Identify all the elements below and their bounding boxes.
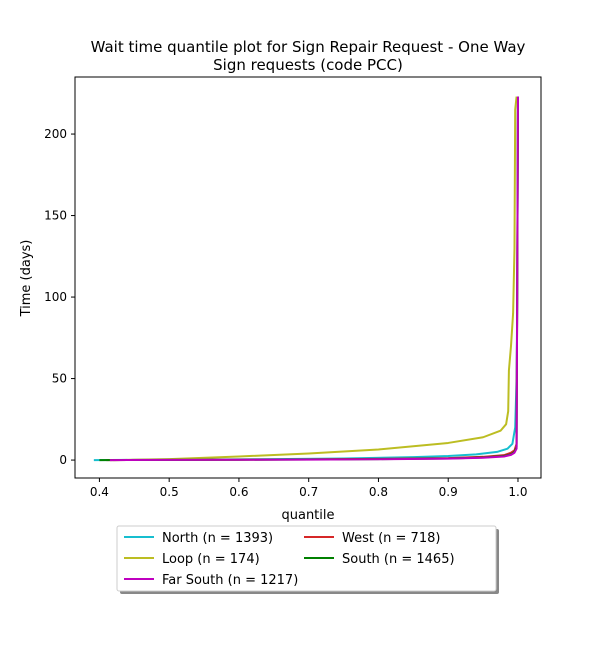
series-line: [113, 96, 518, 462]
y-tick-label: 150: [44, 209, 67, 223]
y-axis-ticks: 0 50 100 150 200: [44, 127, 75, 467]
x-tick-label: 0.9: [439, 485, 458, 499]
x-tick-label: 0.4: [90, 485, 109, 499]
legend-label: Loop (n = 174): [162, 552, 260, 567]
series-line: [99, 96, 519, 462]
y-tick-label: 100: [44, 290, 67, 304]
x-tick-label: 0.6: [229, 485, 248, 499]
y-tick-label: 200: [44, 127, 67, 141]
x-tick-label: 0.5: [160, 485, 179, 499]
series-layer: [93, 96, 519, 462]
legend-label: Far South (n = 1217): [162, 573, 298, 588]
x-axis-label: quantile: [281, 508, 334, 523]
legend: North (n = 1393) West (n = 718) Loop (n = …: [116, 525, 499, 594]
y-tick-label: 50: [52, 372, 67, 386]
legend-label: West (n = 718): [342, 531, 440, 546]
y-axis-label: Time (days): [19, 240, 34, 318]
chart-title-line2: Sign requests (code PCC): [213, 56, 403, 74]
series-line: [93, 96, 519, 462]
series-line: [106, 96, 519, 462]
x-axis-ticks: 0.4 0.5 0.6 0.7 0.8 0.9 1.0: [90, 478, 528, 499]
chart-title-line1: Wait time quantile plot for Sign Repair …: [91, 38, 526, 56]
plot-frame: [74, 76, 542, 479]
x-tick-label: 1.0: [508, 485, 527, 499]
series-line: [109, 96, 519, 462]
legend-label: North (n = 1393): [162, 531, 273, 546]
legend-label: South (n = 1465): [342, 552, 455, 567]
y-tick-label: 0: [59, 453, 67, 467]
x-tick-label: 0.7: [299, 485, 318, 499]
x-tick-label: 0.8: [369, 485, 388, 499]
